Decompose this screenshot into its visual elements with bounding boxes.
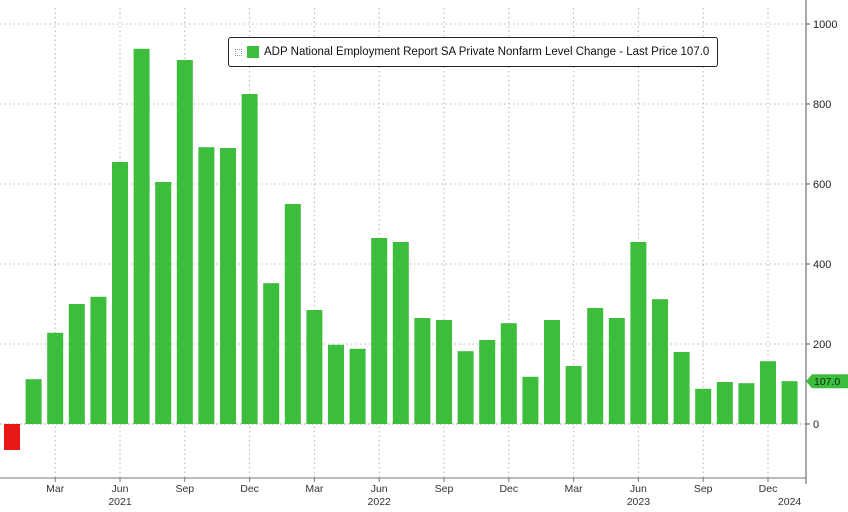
x-tick-label: Jun	[112, 483, 129, 495]
x-tick-label: Mar	[46, 483, 65, 495]
bar	[436, 320, 452, 424]
bar	[155, 182, 172, 424]
bar	[673, 352, 690, 424]
bar	[544, 320, 560, 424]
legend-swatch	[247, 46, 259, 58]
bar	[25, 379, 42, 424]
bar	[760, 361, 776, 424]
bar	[90, 296, 107, 424]
year-label: 2021	[108, 496, 132, 507]
x-tick-label: Mar	[305, 483, 324, 495]
bar	[198, 147, 215, 424]
bar	[112, 162, 128, 424]
last-price-label: 107.0	[814, 376, 840, 388]
bar	[133, 48, 150, 425]
bar	[479, 340, 496, 424]
bar	[47, 332, 64, 424]
bar	[220, 148, 236, 424]
last-price-tag	[806, 374, 848, 389]
bar	[349, 348, 366, 424]
y-tick-label: 200	[813, 339, 831, 351]
bars	[4, 48, 798, 450]
year-label: 2024	[778, 496, 802, 507]
bar	[371, 238, 388, 424]
x-tick-label: Mar	[565, 483, 584, 495]
bar	[328, 344, 344, 424]
y-tick-label: 1000	[813, 19, 837, 31]
y-tick-label: 600	[813, 179, 831, 191]
bar	[306, 310, 323, 424]
bar	[500, 323, 517, 424]
bar	[176, 60, 193, 424]
bar	[68, 304, 85, 424]
legend-label: ADP National Employment Report SA Privat…	[264, 46, 710, 58]
bar	[284, 204, 301, 424]
bar	[630, 242, 647, 424]
bar	[241, 94, 258, 424]
bar	[457, 351, 474, 424]
x-tick-label: Dec	[759, 483, 778, 495]
x-tick-label: Jun	[371, 483, 388, 495]
bar	[716, 382, 733, 424]
y-tick-label: 400	[813, 259, 831, 271]
legend-menu-icon[interactable]	[235, 48, 242, 56]
bar	[587, 308, 604, 424]
x-tick-label: Dec	[499, 483, 518, 495]
year-label: 2023	[627, 496, 651, 507]
x-tick-label: Jun	[630, 483, 647, 495]
bar	[4, 424, 20, 450]
x-tick-label: Sep	[694, 483, 713, 495]
bar	[414, 318, 431, 424]
bar	[392, 242, 409, 424]
y-tick-label: 0	[813, 419, 819, 431]
y-tick-label: 800	[813, 99, 831, 111]
year-label: 2022	[368, 496, 392, 507]
legend: ADP National Employment Report SA Privat…	[228, 37, 719, 67]
bar	[781, 381, 798, 424]
bar	[695, 388, 712, 424]
bar	[263, 283, 280, 424]
bar	[738, 383, 755, 424]
bar	[522, 376, 539, 424]
bar	[565, 366, 582, 424]
x-tick-label: Sep	[175, 483, 194, 495]
bar	[652, 299, 668, 424]
x-tick-label: Sep	[435, 483, 454, 495]
bar	[608, 318, 625, 424]
x-tick-label: Dec	[240, 483, 259, 495]
